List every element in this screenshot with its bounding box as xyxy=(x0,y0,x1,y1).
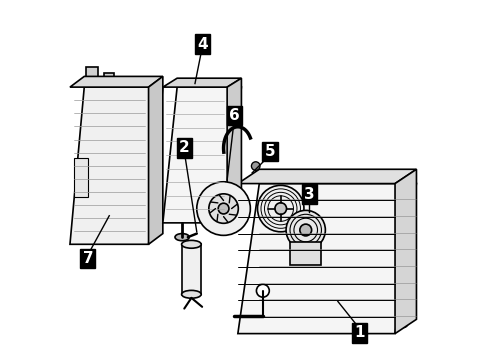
Text: 2: 2 xyxy=(179,140,190,156)
Ellipse shape xyxy=(399,299,409,311)
Circle shape xyxy=(286,210,325,249)
Polygon shape xyxy=(227,78,242,223)
Circle shape xyxy=(300,224,312,236)
Circle shape xyxy=(218,203,229,214)
Ellipse shape xyxy=(399,283,409,294)
Ellipse shape xyxy=(182,291,201,298)
Ellipse shape xyxy=(182,240,201,248)
Text: 5: 5 xyxy=(265,144,275,159)
Polygon shape xyxy=(148,76,163,244)
Polygon shape xyxy=(163,87,242,223)
Text: 3: 3 xyxy=(304,187,315,202)
Ellipse shape xyxy=(399,266,409,278)
Ellipse shape xyxy=(399,199,409,211)
Bar xyxy=(290,242,321,265)
Polygon shape xyxy=(70,87,163,244)
Ellipse shape xyxy=(399,183,409,194)
Ellipse shape xyxy=(399,233,409,244)
Bar xyxy=(103,73,114,87)
Circle shape xyxy=(197,182,250,235)
Text: 7: 7 xyxy=(82,251,93,266)
Polygon shape xyxy=(238,184,416,334)
Circle shape xyxy=(209,194,238,223)
Circle shape xyxy=(258,185,304,232)
Ellipse shape xyxy=(399,249,409,261)
Polygon shape xyxy=(395,169,416,334)
Polygon shape xyxy=(70,76,163,87)
Text: 6: 6 xyxy=(229,108,240,123)
Circle shape xyxy=(275,203,287,215)
Text: 1: 1 xyxy=(354,325,365,341)
Bar xyxy=(86,67,98,87)
Ellipse shape xyxy=(399,216,409,228)
Circle shape xyxy=(251,162,260,170)
Text: 4: 4 xyxy=(197,37,207,52)
Bar xyxy=(182,244,201,294)
Polygon shape xyxy=(238,169,416,184)
Polygon shape xyxy=(163,78,242,87)
Ellipse shape xyxy=(399,316,409,328)
Bar xyxy=(74,158,88,197)
Ellipse shape xyxy=(175,234,189,241)
Circle shape xyxy=(256,284,270,297)
